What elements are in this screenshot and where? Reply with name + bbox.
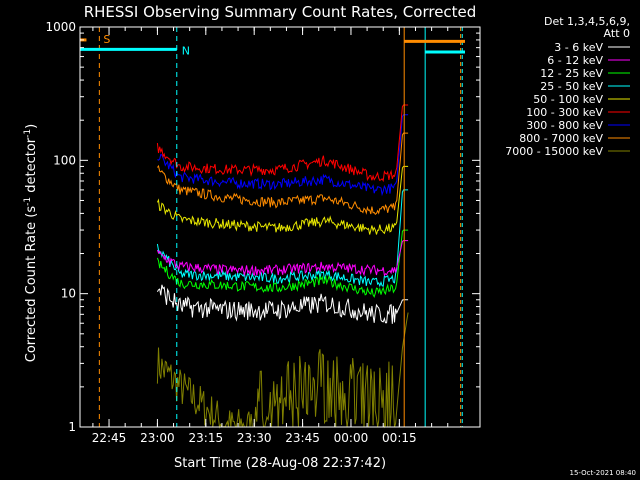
legend-label-3: 25 - 50 keV (540, 80, 603, 93)
x-tick-label-1: 23:00 (140, 431, 175, 445)
legend-label-7: 800 - 7000 keV (519, 132, 603, 145)
ylabel-mid: detector (24, 137, 39, 197)
ylabel-sup: -1 (23, 197, 33, 206)
legend-label-1: 6 - 12 keV (547, 54, 603, 67)
x-tick-label-0: 22:45 (92, 431, 127, 445)
x-tick-label-4: 23:45 (285, 431, 320, 445)
legend-label-6: 300 - 800 keV (526, 119, 603, 132)
series-line-4 (156, 189, 409, 288)
plot-frame (79, 26, 481, 428)
series-line-7 (157, 114, 409, 197)
axes: 1 10 100 1000 22:45 23:00 23:15 23:30 23:45 00:00… (45, 20, 481, 445)
y-tick-label-10: 10 (61, 287, 76, 301)
ylabel-sup2: -1 (23, 129, 33, 138)
x-tick-label-3: 23:30 (237, 431, 272, 445)
y-tick-label-1000: 1000 (45, 20, 76, 34)
x-axis-label: Start Time (28-Aug-08 22:37:42) (174, 456, 386, 471)
x-tick-label-5: 00:00 (334, 431, 369, 445)
y-axis-label: Corrected Count Rate (s-1 detector-1) (23, 124, 39, 362)
series-line-6 (156, 104, 409, 183)
x-tick-label-6: 00:15 (382, 431, 417, 445)
series-line-9 (156, 312, 409, 429)
series-line-1 (156, 284, 409, 324)
y-tick-label-1: 1 (68, 420, 76, 434)
annotation-s: S (103, 33, 110, 46)
plot-area: SN (80, 27, 465, 429)
legend-label-5: 100 - 300 keV (526, 106, 603, 119)
series-line-3 (156, 229, 409, 299)
legend-header-1: Det 1,3,4,5,6,9, (544, 15, 630, 28)
legend-label-8: 7000 - 15000 keV (505, 145, 603, 158)
y-tick-label-100: 100 (53, 153, 76, 167)
legend-header-2: Att 0 (604, 27, 630, 40)
x-tick-label-2: 23:15 (189, 431, 224, 445)
ylabel-part: Corrected Count Rate (s (24, 206, 39, 363)
annotation-n: N (182, 44, 190, 57)
series-line-2 (156, 240, 409, 277)
chart-title: RHESSI Observing Summary Count Rates, Co… (84, 3, 477, 21)
ylabel-end: ) (24, 124, 39, 129)
legend-label-4: 50 - 100 keV (533, 93, 603, 106)
legend-label-2: 12 - 25 keV (540, 67, 603, 80)
legend-label-0: 3 - 6 keV (554, 41, 603, 54)
footer-timestamp: 15-Oct-2021 08:40 (570, 469, 636, 477)
series-line-5 (156, 165, 409, 235)
series-line-8 (156, 132, 409, 216)
